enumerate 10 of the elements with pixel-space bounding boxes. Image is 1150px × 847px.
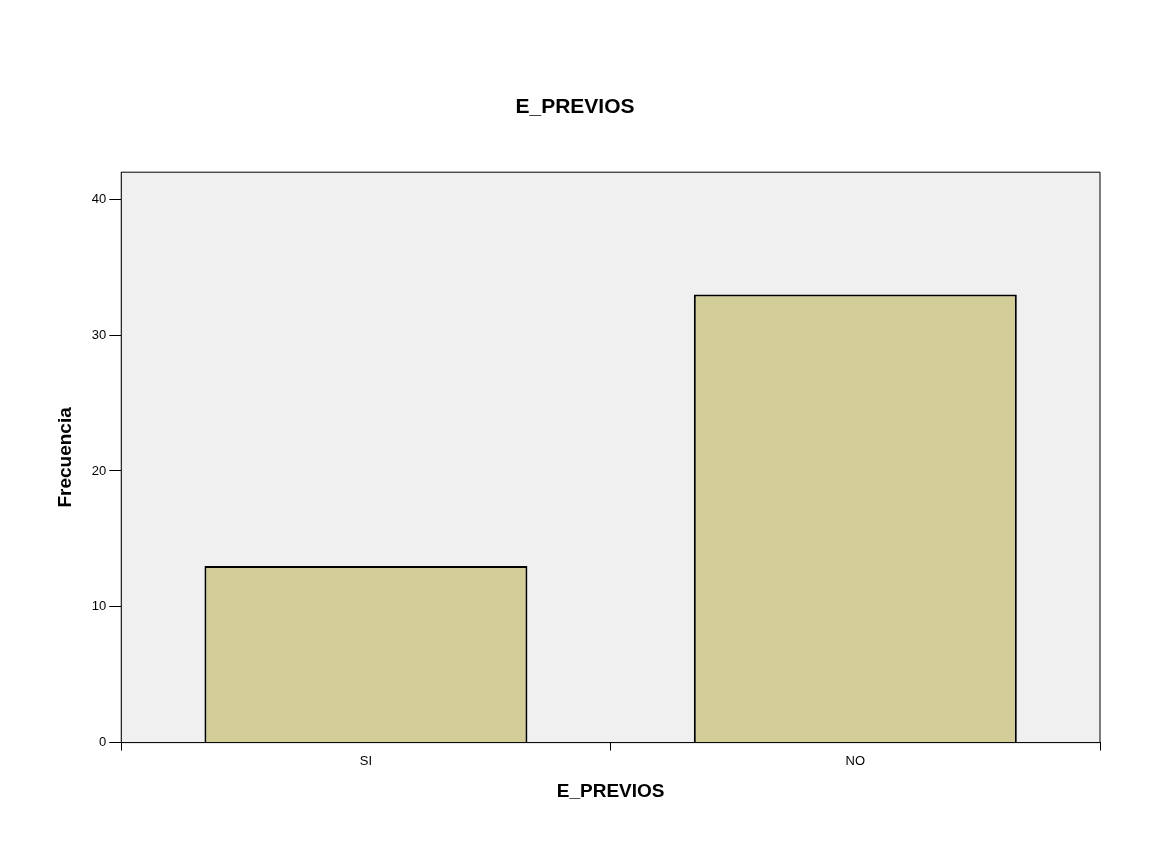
- y-tick-label: 0: [99, 734, 107, 750]
- y-tick-label: 40: [91, 190, 107, 206]
- y-tick-label: 10: [91, 598, 107, 614]
- y-axis-title: Frecuencia: [53, 406, 75, 508]
- y-tick-label: 30: [91, 326, 107, 342]
- y-tick-label: 20: [91, 462, 107, 478]
- x-tick-label: SI: [359, 752, 373, 768]
- chart-title: E_PREVIOS: [515, 94, 635, 118]
- x-tick-label: NO: [845, 752, 866, 768]
- x-axis-title: E_PREVIOS: [556, 779, 665, 801]
